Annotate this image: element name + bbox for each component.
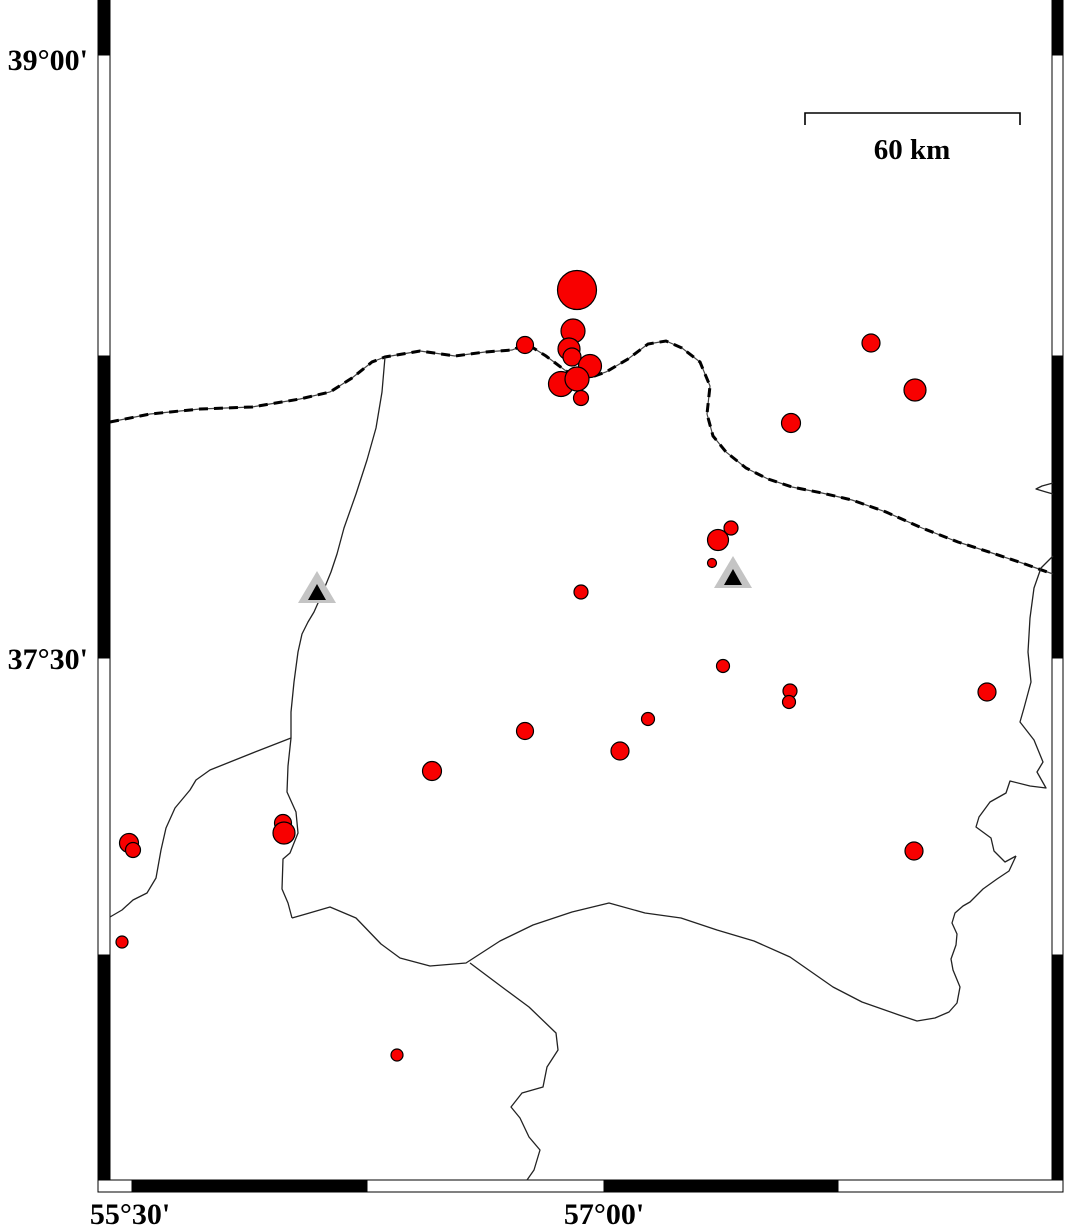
frame-right-segment xyxy=(1051,355,1064,659)
frame-right-segment xyxy=(1051,0,1064,56)
earthquake-marker xyxy=(780,412,802,434)
earthquake-marker xyxy=(861,333,881,353)
earthquake-marker xyxy=(723,520,739,536)
station-triangle-core-icon xyxy=(308,584,326,600)
frame-bottom-segment xyxy=(603,1179,839,1193)
earthquake-marker xyxy=(781,694,797,710)
earthquake-marker xyxy=(272,821,296,845)
frame-bottom-segment xyxy=(837,1179,1064,1193)
coast-northwest xyxy=(109,737,292,918)
boundary-east xyxy=(975,555,1054,863)
longitude-label-57-00: 57°00' xyxy=(564,1198,644,1229)
latitude-label-37-30: 37°30' xyxy=(8,643,88,676)
scale-bar-label: 60 km xyxy=(874,134,951,166)
frame-bottom-segment xyxy=(366,1179,605,1193)
earthquake-marker xyxy=(421,760,443,782)
earthquake-markers xyxy=(115,269,997,1062)
international-border xyxy=(109,339,1054,576)
earthquake-marker xyxy=(903,378,927,402)
map-lines xyxy=(109,339,1054,1181)
earthquake-marker xyxy=(515,335,535,355)
frame-left-segment xyxy=(97,0,111,56)
station-triangle-core-icon xyxy=(724,569,742,585)
river-south xyxy=(469,962,559,1181)
frame-right-segment xyxy=(1051,657,1064,956)
earthquake-marker xyxy=(556,269,598,311)
earthquake-marker xyxy=(706,557,718,569)
earthquake-marker xyxy=(715,658,731,674)
earthquake-marker xyxy=(904,841,924,861)
earthquake-marker xyxy=(124,841,142,859)
earthquake-marker xyxy=(640,711,656,727)
earthquake-marker xyxy=(562,347,582,367)
scale-bar-bracket xyxy=(804,112,1021,125)
earthquake-marker xyxy=(564,366,590,392)
earthquake-marker xyxy=(706,528,730,552)
earthquake-marker xyxy=(515,721,535,741)
coast-south xyxy=(291,855,1017,1022)
frame-left-segment xyxy=(97,657,111,956)
earthquake-marker xyxy=(390,1048,404,1062)
earthquake-marker xyxy=(610,741,630,761)
earthquake-marker xyxy=(115,935,129,949)
latitude-label-39-00: 39°00' xyxy=(8,44,88,77)
river-west xyxy=(281,356,386,919)
frame-right-segment xyxy=(1051,954,1064,1181)
frame-bottom-segment xyxy=(131,1179,368,1193)
frame-left-segment xyxy=(97,355,111,659)
earthquake-marker xyxy=(977,682,997,702)
frame-right-segment xyxy=(1051,54,1064,357)
squiggle-east xyxy=(1035,482,1054,495)
longitude-label-55-30: 55°30' xyxy=(90,1198,170,1229)
frame-left-segment xyxy=(97,954,111,1181)
frame-bottom-segment xyxy=(97,1179,133,1193)
earthquake-marker xyxy=(573,584,589,600)
frame-left-segment xyxy=(97,54,111,357)
scale-bar: 60 km xyxy=(804,112,1021,166)
earthquake-marker xyxy=(572,389,590,407)
station-markers xyxy=(298,556,752,603)
map-frame xyxy=(97,0,1064,1193)
